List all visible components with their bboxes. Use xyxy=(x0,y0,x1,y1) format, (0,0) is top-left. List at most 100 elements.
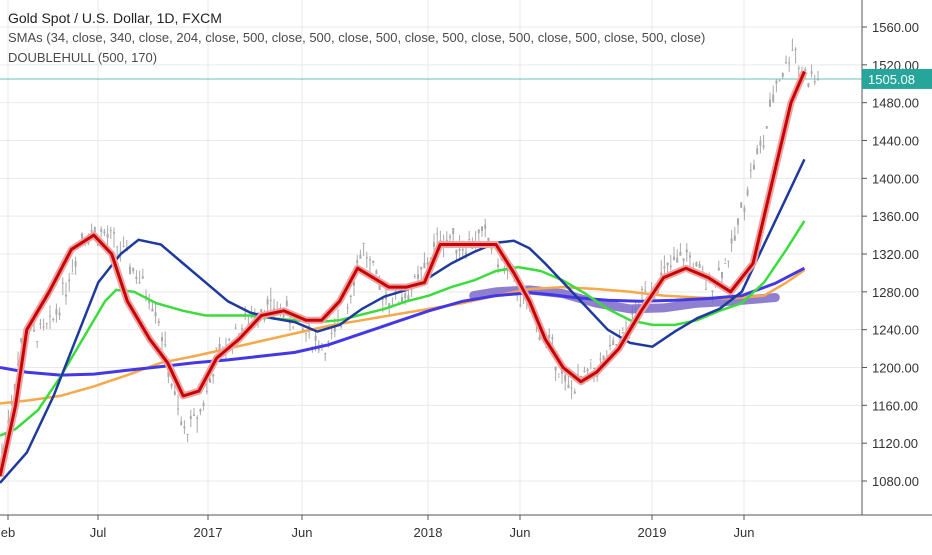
candle-body xyxy=(775,80,778,84)
candle-body xyxy=(583,370,586,373)
candle-body xyxy=(180,421,183,425)
sma-legend: SMAs (34, close, 340, close, 204, close,… xyxy=(8,30,706,45)
candle-body xyxy=(602,355,605,361)
candle-body xyxy=(378,285,381,290)
candle-body xyxy=(676,257,679,263)
candle-body xyxy=(151,308,154,312)
candle-body xyxy=(327,341,330,343)
candle-body xyxy=(737,218,739,225)
y-tick-label: 1240.00 xyxy=(872,323,919,338)
candle-body xyxy=(106,233,109,238)
candle-body xyxy=(308,325,311,327)
candle-body xyxy=(810,71,813,74)
candle-body xyxy=(161,337,163,342)
candle-body xyxy=(705,289,707,291)
candle-body xyxy=(141,276,144,279)
candle-body xyxy=(557,373,560,375)
doublehull-legend: DOUBLEHULL (500, 170) xyxy=(8,50,158,65)
candle-body xyxy=(365,257,368,259)
candle-body xyxy=(465,252,467,255)
candle-body xyxy=(749,169,752,171)
candle-body xyxy=(794,48,797,51)
candle-body xyxy=(433,242,435,247)
candle-body xyxy=(762,145,765,148)
price-tag-label: 1505.08 xyxy=(868,72,915,87)
candle-body xyxy=(269,299,272,301)
candle-body xyxy=(362,242,365,245)
candle-body xyxy=(612,340,615,346)
candle-body xyxy=(301,328,304,332)
candle-body xyxy=(618,339,621,341)
candle-body xyxy=(417,274,419,279)
y-tick-label: 1480.00 xyxy=(872,96,919,111)
candle-body xyxy=(586,369,589,372)
candle-body xyxy=(804,69,807,72)
candle-body xyxy=(167,371,170,377)
candle-body xyxy=(292,326,295,328)
candle-body xyxy=(778,80,781,82)
candle-body xyxy=(660,272,663,276)
candle-body xyxy=(100,229,103,232)
candle-body xyxy=(356,260,359,264)
candle-body xyxy=(772,94,775,102)
candle-body xyxy=(186,433,189,436)
candle-body xyxy=(129,266,131,274)
candle-body xyxy=(404,293,407,299)
candle-body xyxy=(753,164,755,170)
candle-body xyxy=(375,270,378,275)
candle-body xyxy=(52,318,55,320)
candle-body xyxy=(477,229,480,234)
candle-body xyxy=(609,344,611,347)
candle-body xyxy=(65,294,67,297)
candle-body xyxy=(570,387,573,389)
candle-body xyxy=(164,344,167,346)
candle-body xyxy=(567,384,570,389)
candle-body xyxy=(218,344,221,351)
candle-body xyxy=(71,273,74,275)
candle-body xyxy=(769,99,771,107)
candle-body xyxy=(730,238,733,244)
candle-body xyxy=(817,79,819,81)
candle-body xyxy=(561,370,563,374)
candle-body xyxy=(589,359,592,361)
candle-body xyxy=(548,334,551,338)
candle-body xyxy=(519,304,522,307)
candle-body xyxy=(644,290,647,292)
candle-body xyxy=(20,338,23,343)
candle-body xyxy=(724,262,727,264)
candle-body xyxy=(90,229,93,232)
candle-body xyxy=(791,49,794,51)
candle-body xyxy=(49,315,51,317)
price-tag-box xyxy=(862,68,932,89)
candle-body xyxy=(458,249,461,251)
candle-body xyxy=(97,243,99,246)
candle-body xyxy=(727,260,730,262)
candle-body xyxy=(679,251,682,256)
candle-body xyxy=(68,279,71,282)
candle-body xyxy=(490,246,493,250)
candle-body xyxy=(407,295,410,301)
candle-body xyxy=(369,259,371,261)
candle-body xyxy=(682,258,685,261)
candle-body xyxy=(196,417,199,420)
candle-body xyxy=(759,141,762,146)
candle-body xyxy=(340,326,343,328)
candle-body xyxy=(599,358,602,360)
candle-body xyxy=(788,62,791,64)
candle-body xyxy=(74,261,77,267)
candle-body xyxy=(785,62,787,64)
candle-body xyxy=(282,315,285,317)
candle-body xyxy=(740,202,743,208)
candle-body xyxy=(711,290,714,292)
candle-body xyxy=(468,239,471,241)
candle-body xyxy=(241,328,243,330)
candle-body xyxy=(215,347,218,349)
y-tick-label: 1280.00 xyxy=(872,285,919,300)
candle-body xyxy=(461,248,464,251)
candle-body xyxy=(199,409,202,412)
candle-body xyxy=(733,235,736,241)
legend: Gold Spot / U.S. Dollar, 1D, FXCM SMAs (… xyxy=(8,8,705,68)
candle-body xyxy=(212,374,215,377)
